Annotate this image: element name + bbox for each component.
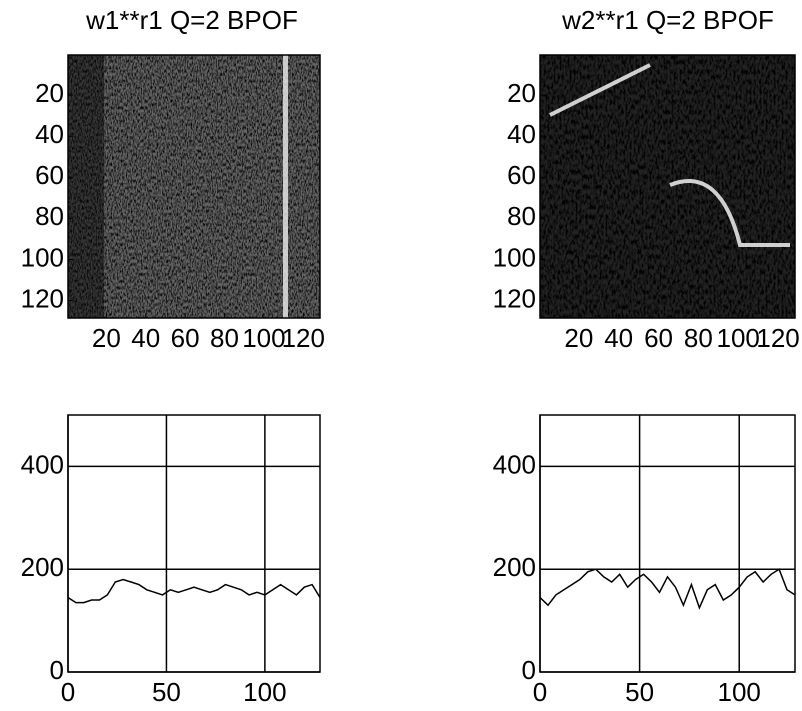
x-tick-label: 60 — [644, 323, 673, 353]
x-tick-label: 50 — [152, 677, 181, 707]
x-tick-label: 100 — [717, 323, 760, 353]
axes-frame — [539, 414, 796, 673]
y-tick-label: 20 — [35, 78, 64, 108]
x-tick-label: 80 — [210, 323, 239, 353]
y-tick-label: 200 — [21, 552, 64, 582]
x-tick-label: 20 — [564, 323, 593, 353]
y-tick-label: 40 — [507, 119, 536, 149]
y-tick-label: 100 — [21, 242, 64, 272]
y-tick-label: 100 — [493, 242, 536, 272]
x-tick-label: 120 — [756, 323, 799, 353]
subplot-title: w2**r1 Q=2 BPOF — [561, 5, 774, 35]
data-line — [539, 568, 796, 610]
image-texture — [68, 55, 320, 318]
y-tick-label: 60 — [35, 160, 64, 190]
plot-area — [540, 415, 795, 672]
x-tick-label: 0 — [533, 677, 547, 707]
y-tick-label: 80 — [507, 201, 536, 231]
x-tick-label: 20 — [92, 323, 121, 353]
y-tick-label: 40 — [35, 119, 64, 149]
x-tick-label: 50 — [625, 677, 654, 707]
data-line — [67, 578, 321, 604]
image-streak — [669, 179, 790, 247]
x-tick-label: 120 — [282, 323, 325, 353]
x-tick-label: 100 — [243, 677, 286, 707]
y-tick-label: 120 — [21, 283, 64, 313]
axes-frame — [539, 54, 796, 319]
y-tick-label: 400 — [21, 449, 64, 479]
x-tick-label: 40 — [131, 323, 160, 353]
x-tick-label: 60 — [171, 323, 200, 353]
y-tick-label: 20 — [507, 78, 536, 108]
x-tick-label: 100 — [718, 677, 761, 707]
x-tick-label: 100 — [242, 323, 285, 353]
plot-area — [68, 415, 320, 672]
image-texture — [540, 55, 795, 318]
axes-frame — [67, 54, 321, 319]
image-stripe — [283, 55, 288, 318]
image-band — [68, 55, 104, 318]
y-tick-label: 60 — [507, 160, 536, 190]
image-streak — [549, 63, 651, 117]
y-tick-label: 0 — [522, 655, 536, 685]
subplot-title: w1**r1 Q=2 BPOF — [85, 5, 298, 35]
y-tick-label: 200 — [493, 552, 536, 582]
y-tick-label: 80 — [35, 201, 64, 231]
axes-frame — [67, 414, 321, 673]
x-tick-label: 0 — [61, 677, 75, 707]
x-tick-label: 40 — [604, 323, 633, 353]
y-tick-label: 120 — [493, 283, 536, 313]
y-tick-label: 400 — [493, 449, 536, 479]
y-tick-label: 0 — [50, 655, 64, 685]
x-tick-label: 80 — [684, 323, 713, 353]
